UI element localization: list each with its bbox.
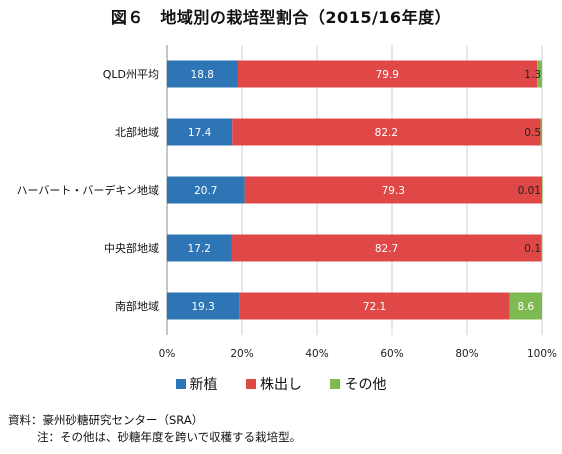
footnote: 注：その他は、砂糖年度を跨いで収穫する栽培型。 [37, 430, 302, 444]
data-label: 82.7 [375, 243, 398, 255]
bar-segment [541, 234, 543, 262]
data-label: 0.5 [524, 127, 541, 139]
data-label: 19.3 [191, 301, 214, 313]
bar-segment [167, 234, 232, 262]
data-label: 18.8 [191, 69, 214, 81]
legend-swatch-ratoon [246, 379, 256, 389]
data-label: 1.3 [524, 69, 541, 81]
data-label: 8.6 [518, 301, 535, 313]
category-label: ハーバート・バーデキン地域 [16, 183, 159, 197]
category-label: 南部地域 [115, 299, 159, 313]
category-label: QLD州平均 [103, 68, 159, 81]
legend-item-other: その他 [330, 374, 386, 394]
x-tick-label: 0% [159, 348, 176, 360]
legend-swatch-other [330, 379, 341, 389]
x-tick-label: 20% [230, 348, 253, 360]
bar-segment [167, 118, 233, 146]
x-tick-label: 80% [455, 348, 478, 360]
data-label: 20.7 [194, 185, 217, 197]
stacked-bar-chart: 0% 20% 40% 60% 80% 100% QLD州平均 18.8 79.9 1.3 北部地域 1… [16, 45, 557, 360]
data-label: 82.2 [375, 127, 398, 139]
bar-segment [167, 292, 240, 320]
x-tick-label: 60% [380, 348, 403, 360]
data-label: 0.01 [518, 185, 541, 197]
legend: 新植 株出し その他 [0, 374, 562, 394]
notes: 資料：豪州砂糖研究センター（SRA） 注：その他は、砂糖年度を跨いで収穫する栽培… [8, 412, 301, 446]
legend-label-ratoon: 株出し [260, 377, 302, 393]
bar-segment [239, 292, 510, 320]
legend-label-other: その他 [344, 377, 387, 393]
bar-segment [509, 292, 542, 320]
category-label: 北部地域 [115, 125, 159, 139]
bar-segment [537, 60, 542, 88]
legend-item-ratoon: 株出し [246, 374, 302, 394]
chart-title: 図６ 地域別の栽培型割合（2015/16年度） [110, 8, 452, 27]
bar-segment [542, 176, 543, 204]
bar-segment [167, 176, 245, 204]
data-label: 17.4 [188, 127, 212, 139]
bar-segment [244, 176, 542, 204]
data-label: 17.2 [188, 243, 211, 255]
data-label: 72.1 [363, 301, 386, 313]
bar-segment [237, 60, 538, 88]
data-label: 79.3 [382, 185, 405, 197]
bar-segment [232, 118, 541, 146]
bar-segment [540, 118, 542, 146]
source-note: 資料：豪州砂糖研究センター（SRA） [8, 413, 204, 427]
legend-label-new-planting: 新植 [189, 377, 218, 393]
bar-segment [167, 60, 238, 88]
data-label: 0.1 [524, 243, 541, 255]
bar-segment [231, 234, 542, 262]
x-tick-label: 100% [527, 348, 557, 360]
legend-item-new-planting: 新植 [175, 374, 218, 394]
x-tick-label: 40% [305, 348, 328, 360]
data-label: 79.9 [376, 69, 399, 81]
category-label: 中央部地域 [104, 241, 159, 255]
legend-swatch-new-planting [175, 379, 186, 389]
